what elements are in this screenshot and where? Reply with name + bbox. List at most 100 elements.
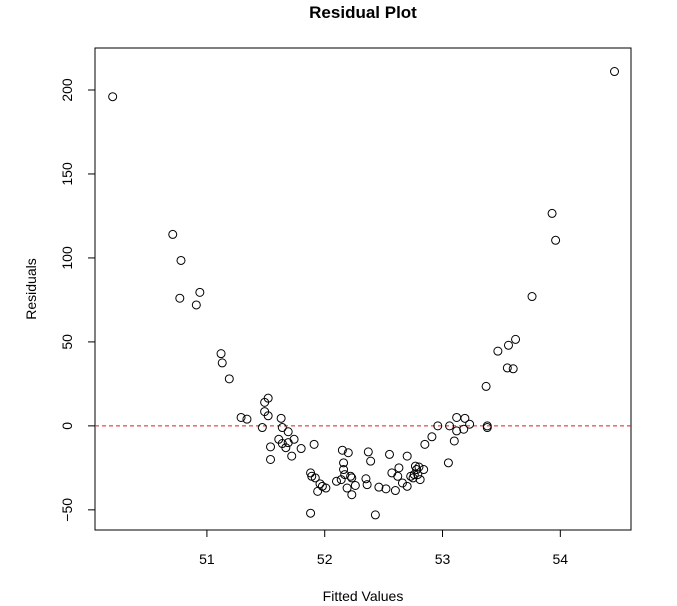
data-point	[409, 470, 419, 480]
data-point	[306, 508, 316, 518]
data-point	[342, 483, 352, 493]
data-point	[465, 419, 475, 429]
data-point	[511, 334, 521, 344]
x-tick-label: 53	[435, 551, 451, 567]
data-point	[266, 442, 276, 452]
data-point	[195, 287, 205, 297]
data-point	[346, 471, 356, 481]
y-tick-label: 0	[59, 422, 75, 430]
data-point	[340, 470, 350, 480]
x-axis: 51 52 53 54	[199, 529, 569, 567]
data-point	[402, 451, 412, 461]
x-axis-label: Fitted Values	[323, 588, 404, 604]
x-tick-label: 54	[553, 551, 569, 567]
data-point	[242, 414, 252, 424]
plot-area-frame	[94, 47, 632, 531]
data-point	[216, 349, 226, 359]
data-point	[393, 471, 403, 481]
x-tick-label: 51	[199, 551, 215, 567]
data-point	[443, 458, 453, 468]
data-point	[224, 374, 234, 384]
data-point	[347, 490, 357, 500]
data-point	[415, 475, 425, 485]
data-point	[217, 358, 227, 368]
data-point	[433, 421, 443, 431]
y-axis-label: Residuals	[23, 258, 39, 319]
data-point	[315, 479, 325, 489]
data-point	[402, 481, 412, 491]
data-point	[449, 436, 459, 446]
data-point	[339, 465, 349, 475]
data-point	[547, 208, 557, 218]
data-point	[460, 413, 470, 423]
data-point	[343, 448, 353, 458]
residual-points	[108, 67, 620, 520]
data-point	[482, 423, 492, 433]
data-point	[321, 483, 331, 493]
data-point	[108, 92, 118, 102]
data-point	[350, 480, 360, 490]
data-point	[257, 423, 267, 433]
data-point	[419, 465, 429, 475]
x-tick-label: 52	[317, 551, 333, 567]
y-tick-label: −50	[59, 498, 75, 522]
data-point	[363, 447, 373, 457]
y-tick-label: 100	[59, 246, 75, 270]
data-point	[502, 363, 512, 373]
data-point	[394, 463, 404, 473]
data-point	[459, 424, 469, 434]
data-point	[309, 439, 319, 449]
data-point	[397, 478, 407, 488]
data-point	[168, 229, 178, 239]
data-point	[175, 293, 185, 303]
data-point	[176, 255, 186, 265]
data-point	[452, 412, 462, 422]
data-point	[347, 473, 357, 483]
data-point	[236, 412, 246, 422]
data-point	[387, 468, 397, 478]
data-point	[263, 393, 273, 403]
data-point	[370, 510, 380, 520]
data-point	[551, 235, 561, 245]
data-point	[412, 465, 422, 475]
data-point	[283, 427, 293, 437]
data-point	[339, 458, 349, 468]
data-point	[281, 443, 291, 453]
data-point	[276, 413, 286, 423]
y-tick-label: 150	[59, 162, 75, 186]
data-point	[310, 473, 320, 483]
data-point	[508, 364, 518, 374]
data-point	[361, 474, 371, 484]
data-point	[390, 486, 400, 496]
data-point	[503, 340, 513, 350]
data-point	[296, 444, 306, 454]
data-point	[427, 432, 437, 442]
data-point	[277, 423, 287, 433]
data-point	[420, 439, 430, 449]
data-point	[313, 486, 323, 496]
data-point	[362, 480, 372, 490]
data-point	[283, 438, 293, 448]
data-point	[331, 476, 341, 486]
y-axis: −50 0 50 100 150 200	[59, 78, 95, 522]
data-point	[366, 456, 376, 466]
data-point	[610, 67, 620, 77]
data-point	[191, 300, 201, 310]
data-point	[337, 445, 347, 455]
data-point	[289, 434, 299, 444]
data-point	[493, 346, 503, 356]
y-tick-label: 200	[59, 78, 75, 102]
data-point	[481, 381, 491, 391]
data-point	[381, 484, 391, 494]
data-point	[287, 451, 297, 461]
data-point	[263, 411, 273, 421]
data-point	[374, 482, 384, 492]
data-point	[452, 426, 462, 436]
data-point	[385, 449, 395, 459]
chart-title: Residual Plot	[309, 3, 417, 22]
y-tick-label: 50	[59, 334, 75, 350]
data-point	[266, 454, 276, 464]
data-point	[414, 462, 424, 472]
data-point	[527, 292, 537, 302]
